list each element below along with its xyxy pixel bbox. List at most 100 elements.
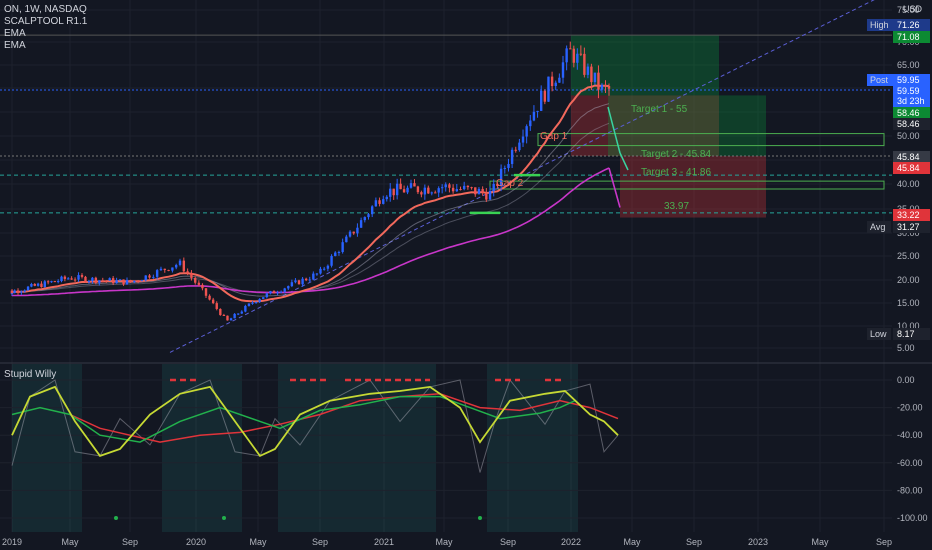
candle-body xyxy=(219,308,222,315)
candle-body xyxy=(448,184,451,188)
candle-body xyxy=(437,188,440,193)
price-tick-label: 65.00 xyxy=(897,60,920,70)
price-value-box xyxy=(893,328,930,340)
candle-body xyxy=(279,291,283,293)
candle-body xyxy=(226,315,229,321)
trade-zones xyxy=(489,35,885,218)
candle-body xyxy=(507,163,510,168)
price-value-box xyxy=(893,31,930,43)
candle-body xyxy=(536,110,539,112)
candle-body xyxy=(287,286,290,289)
time-tick-label: Sep xyxy=(122,537,138,547)
candle-body xyxy=(67,278,70,280)
candle-body xyxy=(201,284,204,289)
price-tag-label: Low xyxy=(870,329,887,339)
time-tick-label: 2021 xyxy=(374,537,394,547)
candle-body xyxy=(125,279,129,285)
candle-body xyxy=(91,277,94,282)
candle-body xyxy=(583,53,586,75)
candle-body xyxy=(152,276,155,278)
candle-body xyxy=(144,275,147,281)
price-value-label: 3d 23h xyxy=(897,96,925,106)
oscillator-pane xyxy=(0,364,892,532)
time-tick-label: Sep xyxy=(686,537,702,547)
candle-body xyxy=(84,276,87,282)
oscillator-signal-green xyxy=(11,395,576,443)
price-tick-label: 50.00 xyxy=(897,131,920,141)
candle-body xyxy=(56,281,60,283)
annotations: Target 1 - 55 Target 2 - 45.84 Target 3 - … xyxy=(470,104,711,215)
annotation-label: Gap 2 xyxy=(496,178,524,189)
annotation-label: Target 3 - 41.86 xyxy=(641,167,711,178)
candle-body xyxy=(572,48,576,63)
oscillator-tick-label: -40.00 xyxy=(897,430,923,440)
time-tick-label: May xyxy=(249,537,267,547)
candle-body xyxy=(133,280,136,283)
price-value-label: 31.27 xyxy=(897,222,920,232)
annotation-label: 33.97 xyxy=(664,201,689,212)
candle-body xyxy=(171,267,174,271)
candle-body xyxy=(105,280,108,282)
price-value-label: 45.84 xyxy=(897,152,920,162)
candle-body xyxy=(554,82,557,87)
candle-body xyxy=(50,281,53,283)
candle-body xyxy=(118,279,122,281)
price-value-label: 71.26 xyxy=(897,20,920,30)
time-tick-label: Sep xyxy=(312,537,328,547)
candle-body xyxy=(597,72,600,90)
candle-body xyxy=(159,268,163,271)
price-value-box xyxy=(893,74,930,86)
candle-body xyxy=(593,72,597,83)
candle-body xyxy=(163,268,166,270)
oscillator-tick-label: -80.00 xyxy=(897,485,923,495)
oversold-marker xyxy=(114,516,118,520)
candle-body xyxy=(406,187,409,193)
candle-body xyxy=(341,242,344,253)
candle-body xyxy=(444,184,447,188)
candle-body xyxy=(607,85,611,89)
candle-body xyxy=(466,185,470,188)
candle-body xyxy=(43,281,46,288)
candle-body xyxy=(399,183,402,190)
candle-body xyxy=(36,283,40,286)
candle-body xyxy=(510,149,514,164)
candle-body xyxy=(348,231,352,237)
candle-body xyxy=(499,168,503,186)
candle-body xyxy=(10,290,14,293)
price-tag-label: Avg xyxy=(870,222,885,232)
candle-body xyxy=(352,231,355,234)
candle-body xyxy=(304,278,308,281)
candle-body xyxy=(488,191,492,200)
candle-body xyxy=(576,53,579,63)
candle-body xyxy=(543,90,547,102)
candle-body xyxy=(451,187,455,192)
symbol-title: ON, 1W, NASDAQ xyxy=(4,4,87,15)
candle-body xyxy=(208,295,211,300)
oscillator-zone xyxy=(487,364,578,532)
price-tag-label: High xyxy=(870,20,889,30)
candle-body xyxy=(77,275,80,280)
candle-body xyxy=(477,188,481,195)
price-value-label: 8.17 xyxy=(897,329,915,339)
candle-body xyxy=(370,206,374,215)
candle-body xyxy=(434,192,437,194)
candle-body xyxy=(470,187,473,189)
candle-body xyxy=(322,268,326,270)
candle-body xyxy=(148,275,151,278)
oscillator-signal-red xyxy=(69,393,619,443)
candle-body xyxy=(532,111,536,121)
candle-body xyxy=(247,303,251,306)
price-value-label: 71.08 xyxy=(897,32,920,42)
currency-label: USD xyxy=(902,4,922,14)
candle-body xyxy=(319,268,322,274)
candle-body xyxy=(558,77,561,83)
oversold-marker xyxy=(222,516,226,520)
price-tick-label: 15.00 xyxy=(897,298,920,308)
axes: 75.0070.0065.0060.0055.0050.0045.0040.00… xyxy=(2,5,930,547)
time-tick-label: May xyxy=(623,537,641,547)
candle-body xyxy=(115,280,118,284)
candle-body xyxy=(211,299,215,304)
candle-body xyxy=(525,126,528,137)
candle-body xyxy=(492,183,495,192)
